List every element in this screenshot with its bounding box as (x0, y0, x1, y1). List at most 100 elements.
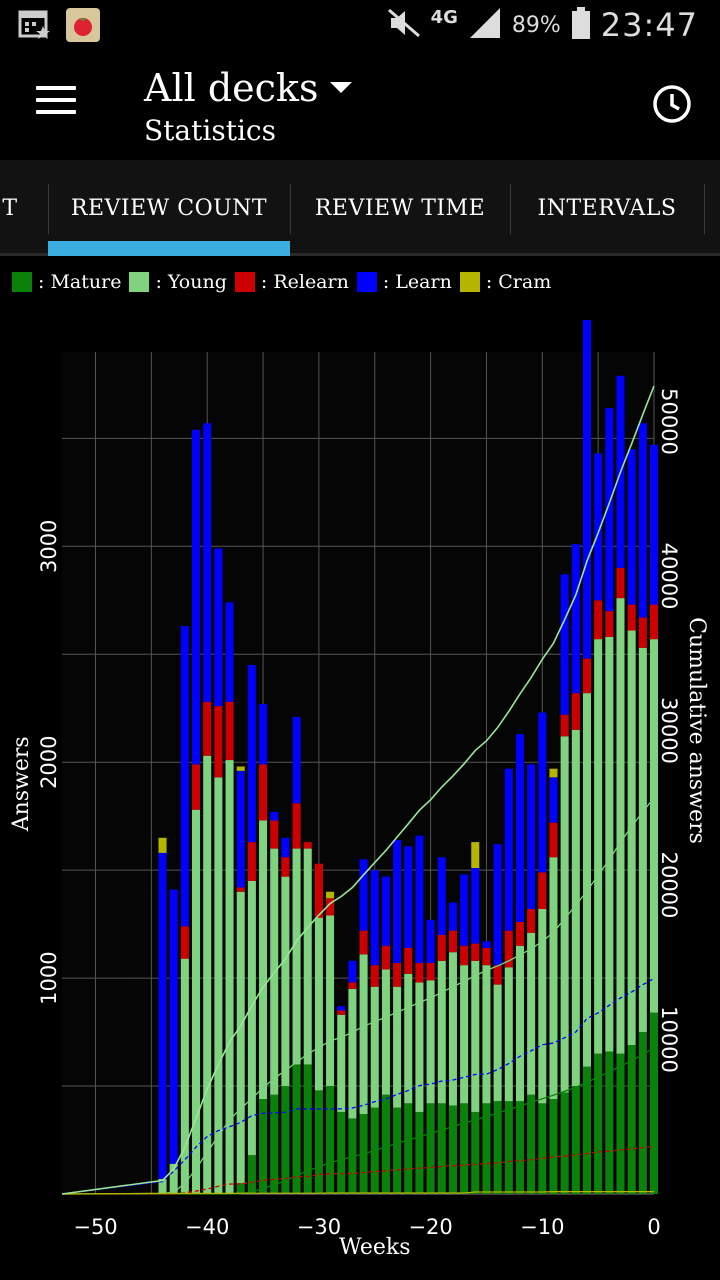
bar-young (326, 915, 335, 1087)
tab-previous[interactable]: T (2, 195, 18, 221)
deck-title[interactable]: All decks (144, 66, 319, 110)
bar-young (337, 1014, 346, 1112)
bar-relearn (471, 943, 480, 961)
y2-tick-label: 40000 (657, 543, 681, 610)
calendar-star-icon (18, 8, 52, 42)
y-tick-label: 3000 (37, 520, 61, 573)
bar-relearn (236, 887, 245, 892)
bar-relearn (616, 567, 625, 599)
bar-mature (527, 1094, 536, 1194)
bar-learn (460, 874, 469, 946)
bar-mature (538, 1103, 547, 1194)
bar-learn (504, 768, 513, 931)
bar-cram (471, 842, 480, 868)
bar-young (515, 945, 524, 1102)
x-tick-label: −10 (520, 1215, 564, 1239)
y2-tick-label: 20000 (657, 852, 681, 919)
bar-mature (504, 1101, 513, 1194)
bar-relearn (203, 701, 212, 756)
y-tick-label: 1000 (37, 951, 61, 1004)
bar-young (560, 736, 569, 1093)
bar-young (225, 760, 234, 1194)
network-type: 4G (430, 6, 458, 28)
x-tick-label: −40 (185, 1215, 229, 1239)
menu-icon[interactable] (36, 86, 76, 120)
bar-cram (549, 768, 558, 778)
bar-relearn (192, 764, 201, 810)
bar-learn (370, 870, 379, 966)
bar-learn (259, 703, 268, 765)
deck-dropdown-arrow-icon[interactable] (330, 82, 352, 93)
bar-mature (493, 1101, 502, 1194)
bar-learn (225, 602, 234, 702)
legend-relearn: : Relearn (234, 271, 349, 293)
bar-relearn (649, 604, 659, 640)
bar-young (314, 917, 323, 1091)
bar-learn (527, 764, 536, 910)
bar-young (504, 967, 513, 1102)
bar-mature (549, 1099, 558, 1194)
tab-review-time[interactable]: REVIEW TIME (314, 195, 486, 221)
bar-young (616, 598, 625, 1054)
bar-learn (538, 712, 547, 873)
bar-relearn (437, 934, 446, 961)
bar-learn (649, 444, 659, 605)
bar-learn (515, 734, 524, 922)
bar-learn (393, 839, 402, 963)
bar-mature (627, 1045, 636, 1194)
bar-young (404, 973, 413, 1104)
bar-learn (594, 453, 603, 601)
bar-mature (236, 1183, 245, 1194)
legend-swatch-learn (356, 272, 377, 292)
bar-young (259, 820, 268, 1100)
tab-review-count[interactable]: REVIEW COUNT (70, 195, 268, 221)
bar-young (381, 969, 390, 1095)
legend-swatch-mature (12, 272, 32, 292)
tab-intervals[interactable]: INTERVALS (537, 195, 677, 221)
legend-swatch-cram (459, 272, 480, 292)
bar-relearn (259, 764, 268, 821)
cumulative-line-total (61, 385, 655, 1195)
bar-young (482, 965, 491, 1104)
tab-bar-underline (0, 253, 720, 256)
bar-relearn (448, 930, 457, 953)
legend-learn: : Learn (356, 271, 452, 293)
x-tick-label: −30 (297, 1215, 341, 1239)
bar-mature (471, 1111, 480, 1194)
bar-learn (560, 574, 569, 715)
bar-mature (605, 1051, 614, 1194)
bar-young (292, 848, 301, 1065)
bar-young (348, 988, 357, 1119)
bar-learn (571, 544, 580, 694)
tomato-app-icon (66, 8, 100, 42)
stats-tabs: T REVIEW COUNT REVIEW TIME INTERVALS (0, 160, 720, 256)
y-tick-label: 2000 (37, 735, 61, 788)
bar-relearn (605, 611, 614, 637)
bar-relearn (381, 945, 390, 970)
bar-young (169, 1163, 178, 1194)
bar-relearn (270, 820, 279, 849)
bar-relearn (292, 803, 301, 849)
bar-mature (393, 1107, 402, 1194)
bar-young (582, 693, 592, 1067)
bar-mature (381, 1094, 390, 1194)
bar-learn (605, 408, 614, 612)
bar-young (527, 932, 536, 1095)
bar-learn (169, 889, 178, 1164)
bar-young (638, 647, 647, 1033)
bar-learn (381, 876, 390, 946)
bar-learn (471, 867, 480, 944)
bar-mature (292, 1064, 301, 1194)
bar-cram (236, 766, 245, 771)
bar-mature (303, 1064, 312, 1194)
bar-relearn (404, 947, 413, 974)
bar-learn (426, 919, 435, 963)
chart-legend: : Mature : Young : Relearn : Learn : Cra… (0, 262, 720, 302)
bar-young (437, 960, 446, 1104)
history-clock-icon[interactable] (652, 84, 692, 124)
bar-young (236, 891, 245, 1184)
x-tick-label: −50 (73, 1215, 117, 1239)
bar-relearn (504, 930, 513, 968)
bar-learn (292, 716, 301, 804)
bar-mature (426, 1103, 435, 1194)
